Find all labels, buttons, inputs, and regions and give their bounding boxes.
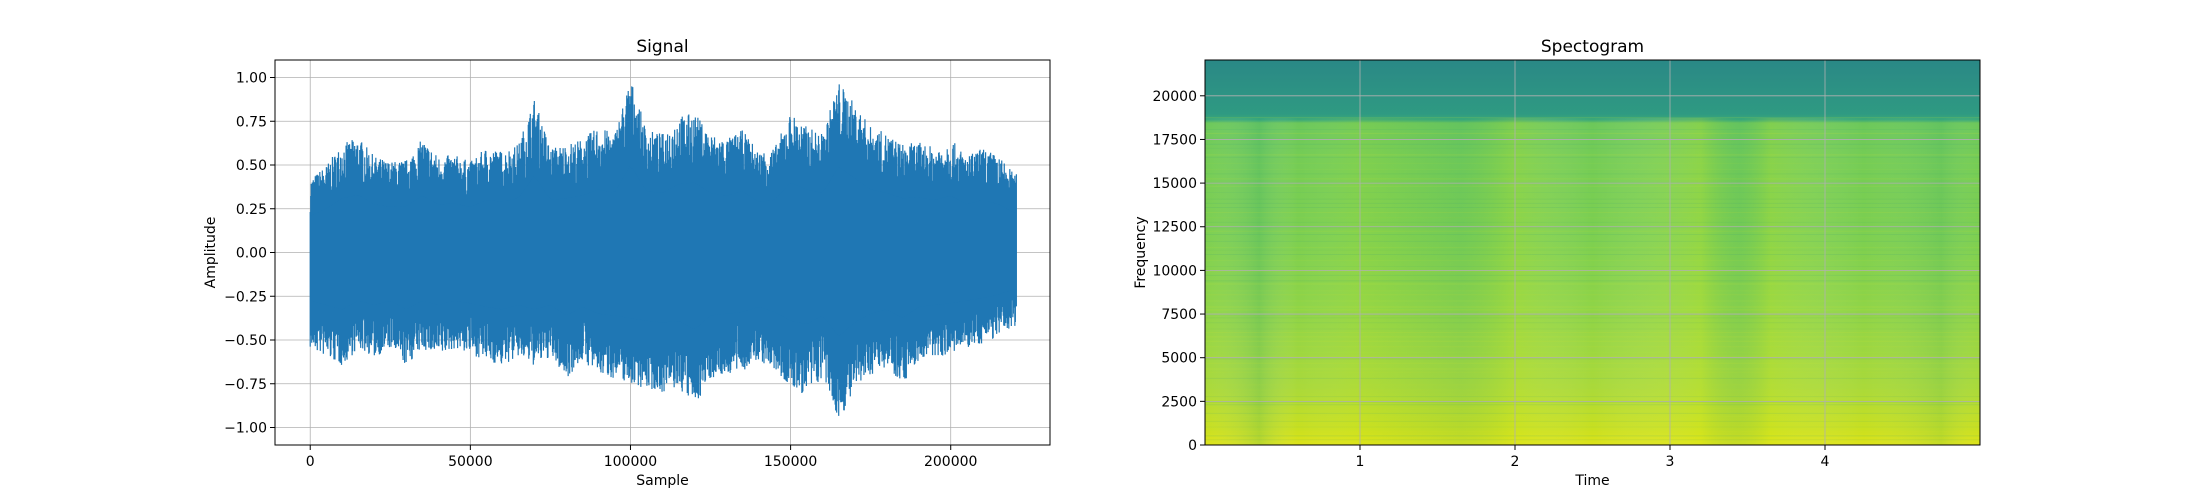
spectrogram-y-tick-label: 7500 <box>1161 307 1197 323</box>
signal-series <box>309 84 1017 416</box>
spectrogram-y-axis-label: Frequency <box>1133 216 1149 288</box>
spectrogram-x-axis-label: Time <box>1574 473 1609 489</box>
spectrogram-y-tick-label: 5000 <box>1161 351 1197 367</box>
signal-y-tick-label: −0.75 <box>224 377 267 393</box>
spectrogram-frame <box>1204 59 1981 446</box>
signal-y-tick-label: −0.50 <box>224 333 267 349</box>
spectrogram-y-tick-label: 10000 <box>1152 263 1197 279</box>
signal-x-axis-label: Sample <box>636 473 689 489</box>
spectrogram-x-tick-label: 2 <box>1511 454 1520 470</box>
spectrogram-y-tick-label: 15000 <box>1152 176 1197 192</box>
signal-y-tick-label: 1.00 <box>236 71 267 87</box>
signal-x-tick-label: 200000 <box>924 454 977 470</box>
spectrogram-time-variation <box>1205 118 1980 445</box>
signal-y-tick-label: −1.00 <box>224 421 267 437</box>
signal-y-tick-label: 0.25 <box>236 202 267 218</box>
signal-y-axis-label: Amplitude <box>203 217 219 289</box>
spectrogram-y-tick-label: 12500 <box>1152 220 1197 236</box>
spectrogram-x-tick-label: 4 <box>1821 454 1830 470</box>
signal-y-tick-label: 0.75 <box>236 114 267 130</box>
spectrogram-y-tick-label: 17500 <box>1152 132 1197 148</box>
spectrogram-grid <box>1205 60 1980 446</box>
signal-x-tick-label: 150000 <box>764 454 817 470</box>
signal-core-band <box>310 166 1017 337</box>
signal-x-tick-label: 0 <box>306 454 315 470</box>
signal-y-tick-label: 0.50 <box>236 158 267 174</box>
signal-x-tick-label: 100000 <box>604 454 657 470</box>
spectrogram-x-tick-label: 3 <box>1666 454 1675 470</box>
spectrogram-axes: 1 2 3 4 0 2500 5000 7500 10000 12500 15000 17500 20… <box>1133 37 1981 489</box>
signal-y-tick-label: 0.00 <box>236 246 267 262</box>
signal-x-tick-label: 50000 <box>448 454 493 470</box>
spectrogram-x-ticks: 1 2 3 4 <box>1356 445 1830 470</box>
spectrogram-title: Spectogram <box>1541 37 1644 57</box>
signal-axes: 0 50000 100000 150000 200000 1.00 0.75 0.50 0.2… <box>203 37 1051 489</box>
spectrogram-y-tick-label: 2500 <box>1161 394 1197 410</box>
spectrogram-y-ticks: 0 2500 5000 7500 10000 12500 15000 17500 20000 <box>1152 89 1205 454</box>
signal-title: Signal <box>636 37 688 57</box>
signal-x-ticks: 0 50000 100000 150000 200000 <box>306 445 977 470</box>
spectrogram-y-tick-label: 20000 <box>1152 89 1197 105</box>
spectrogram-x-tick-label: 1 <box>1356 454 1365 470</box>
spectrogram-harmonic-lines <box>1205 117 1980 441</box>
spectrogram-y-tick-label: 0 <box>1188 438 1197 454</box>
signal-y-tick-label: −0.25 <box>224 289 267 305</box>
signal-y-ticks: 1.00 0.75 0.50 0.25 0.00 −0.25 −0.50 −0.75 −1.00 <box>224 71 275 437</box>
